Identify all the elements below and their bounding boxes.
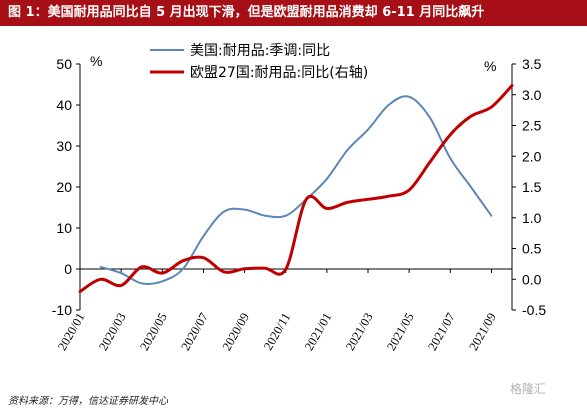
y-left-tick-label: 20: [56, 179, 72, 195]
y-left-tick-label: 10: [56, 220, 72, 236]
y-right-tick-label: 2.0: [522, 148, 542, 164]
x-tick-label: 2020/05: [137, 311, 170, 353]
x-tick-label: 2021/07: [425, 311, 458, 353]
y-left-tick-label: 50: [56, 56, 72, 72]
chart-axes: -10 0 10 20 30 40 50 -0.5 0.0 0.5 1.0 1.5 2.0 2.5 3.0 3…: [52, 53, 547, 353]
line-chart: -10 0 10 20 30 40 50 -0.5 0.0 0.5 1.0 1.5 2.0 2.5 3.0 3…: [52, 43, 547, 353]
x-tick-label: 2021/05: [384, 311, 417, 353]
x-tick-label: 2020/11: [261, 311, 293, 353]
x-tick-label: 2021/09: [466, 311, 499, 353]
y-right-tick-label: 3.5: [522, 56, 542, 72]
y-left-tick-label: 0: [64, 261, 72, 277]
legend-label: 欧盟27国:耐用品:同比(右轴): [190, 65, 368, 81]
y-left-tick-label: 40: [56, 97, 72, 113]
x-tick-label: 2020/07: [178, 311, 211, 353]
y-left-tick-label: -10: [52, 302, 72, 318]
y-left-tick-label: 30: [56, 138, 72, 154]
y-left-unit: %: [90, 53, 102, 69]
series-line-eu: [78, 84, 514, 294]
figure-title: 图 1：美国耐用品同比自 5 月出现下滑，但是欧盟耐用品消费却 6-11 月同比…: [0, 0, 587, 26]
y-right-tick-label: 0.5: [522, 241, 542, 257]
source-note: 资料来源：万得，信达证券研发中心: [8, 396, 168, 407]
chart-series: [78, 84, 514, 294]
x-tick-label: 2021/03: [343, 311, 376, 353]
y-right-unit: %: [484, 58, 496, 74]
x-tick-label: 2020/03: [96, 311, 129, 353]
series-line-us: [99, 95, 493, 285]
y-right-tick-label: 2.5: [522, 118, 542, 134]
y-right-tick-label: 3.0: [522, 87, 542, 103]
x-tick-label: 2021/01: [302, 311, 335, 353]
watermark-logo: 格隆汇: [510, 382, 547, 396]
y-right-tick-label: -0.5: [522, 302, 546, 318]
y-right-tick-label: 1.5: [522, 179, 542, 195]
y-right-tick-label: 1.0: [522, 210, 542, 226]
y-right-tick-label: 0.0: [522, 271, 542, 287]
x-tick-label: 2020/09: [220, 311, 253, 353]
legend-label: 美国:耐用品:季调:同比: [190, 43, 330, 59]
